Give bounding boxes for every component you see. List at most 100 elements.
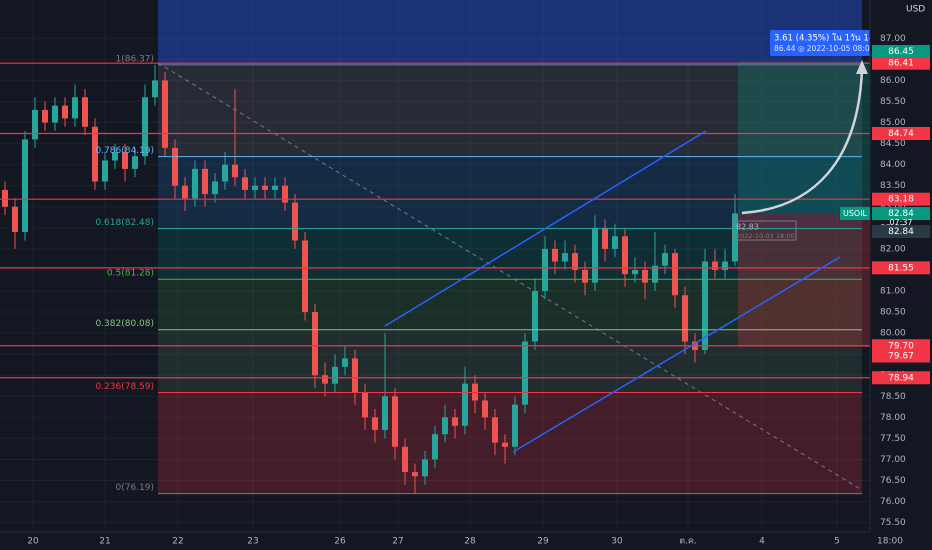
candle-body — [82, 97, 88, 127]
fib-label: 0.382(80.08) — [95, 319, 154, 329]
y-tick-label: 83.50 — [880, 181, 906, 191]
candle-body — [502, 442, 508, 447]
candle-body — [522, 341, 528, 405]
y-tick-label: 84.00 — [880, 160, 906, 170]
candle-body — [22, 139, 28, 233]
candle-body — [92, 126, 98, 182]
candle-body — [612, 236, 618, 249]
price-label: 86.41 — [888, 59, 914, 69]
candle-body — [652, 265, 658, 283]
candle-body — [32, 109, 38, 140]
price-label-box — [872, 261, 930, 275]
marker-price: 82.83 — [736, 223, 759, 232]
price-label: 84.74 — [888, 129, 914, 139]
y-tick-label: 85.50 — [880, 97, 906, 107]
candle-body — [282, 185, 288, 203]
candle-body — [712, 261, 718, 270]
candle-body — [272, 185, 278, 190]
candle-body — [292, 202, 298, 241]
projection-arrow — [741, 69, 864, 215]
candle-body — [182, 185, 188, 199]
candle-body — [582, 269, 588, 283]
fib-zone — [158, 329, 862, 393]
fib-zone — [158, 392, 862, 494]
price-label: 79.67 — [888, 352, 914, 362]
x-tick-label: 22 — [172, 537, 183, 547]
candle-body — [482, 400, 488, 418]
candle-body — [392, 396, 398, 447]
x-tick-label: 21 — [99, 537, 110, 547]
price-label-box — [872, 349, 930, 363]
candle-body — [352, 358, 358, 393]
y-tick-label: 76.50 — [880, 476, 906, 486]
candle-body — [592, 227, 598, 283]
candle-body — [172, 147, 178, 186]
profit-zone — [738, 61, 876, 214]
candle-body — [422, 459, 428, 477]
y-tick-label: 80.00 — [880, 329, 906, 339]
y-tick-label: 86.00 — [880, 76, 906, 86]
candle-body — [252, 185, 258, 190]
y-tick-label: 75.50 — [880, 518, 906, 528]
candle-body — [342, 358, 348, 367]
arrow-head — [856, 60, 868, 74]
y-tick-label: 82.00 — [880, 244, 906, 254]
candle-body — [382, 396, 388, 430]
symbol-box — [840, 207, 870, 221]
y-tick-label: 87.00 — [880, 34, 906, 44]
x-tick-label: ต.ค. — [679, 537, 697, 547]
y-tick-label: 76.00 — [880, 497, 906, 507]
price-label: 82.84 — [888, 209, 914, 219]
x-tick-label: 20 — [27, 537, 39, 547]
channel-lower — [512, 256, 841, 453]
channel-upper — [384, 130, 707, 327]
candle-body — [412, 472, 418, 477]
candle-body — [542, 248, 548, 292]
candle-body — [242, 177, 248, 190]
candle-body — [162, 80, 168, 148]
candle-body — [402, 446, 408, 473]
candle-body — [42, 109, 48, 123]
candle-body — [212, 181, 218, 195]
candle-body — [102, 160, 108, 182]
candle-body — [142, 97, 148, 157]
x-tick-label: 28 — [464, 537, 476, 547]
tooltip-line1: 3.61 (4.35%) ใน 1วัน 14ชั่วโมง — [774, 32, 899, 44]
candle-body — [2, 189, 8, 207]
candle-body — [672, 253, 678, 296]
fib-zone — [158, 64, 862, 157]
candle-body — [532, 291, 538, 342]
price-label-box — [872, 371, 930, 385]
fib-label: 0.236(78.59) — [95, 382, 154, 392]
price-label: 81.55 — [888, 263, 914, 273]
price-label-box — [872, 339, 930, 353]
candle-body — [12, 206, 18, 233]
price-label-box — [872, 44, 930, 58]
candle-body — [632, 269, 638, 275]
price-label-box — [872, 126, 930, 140]
candle-body — [732, 213, 738, 262]
candle-body — [332, 366, 338, 384]
symbol-label: USOIL — [843, 209, 868, 218]
x-tick-label: 18:00 — [877, 537, 903, 547]
y-tick-label: 84.50 — [880, 139, 906, 149]
candle-body — [372, 417, 378, 430]
x-tick-label: 23 — [247, 537, 258, 547]
candle-body — [462, 383, 468, 426]
fib-label: 0.618(82.48) — [95, 218, 154, 228]
candle-body — [62, 105, 68, 119]
price-label-box — [872, 56, 930, 70]
fib-zone — [158, 279, 862, 330]
candle-body — [312, 312, 318, 376]
countdown: 07:37 — [889, 218, 912, 227]
candle-body — [362, 392, 368, 418]
price-label: 79.70 — [888, 341, 914, 351]
x-tick-label: 29 — [537, 537, 549, 547]
candle-body — [642, 269, 648, 283]
y-tick-label: 78.00 — [880, 413, 906, 423]
y-tick-label: 77.50 — [880, 434, 906, 444]
candle-body — [222, 164, 228, 182]
candle-body — [442, 417, 448, 435]
candle-body — [722, 261, 728, 270]
candle-body — [302, 240, 308, 313]
